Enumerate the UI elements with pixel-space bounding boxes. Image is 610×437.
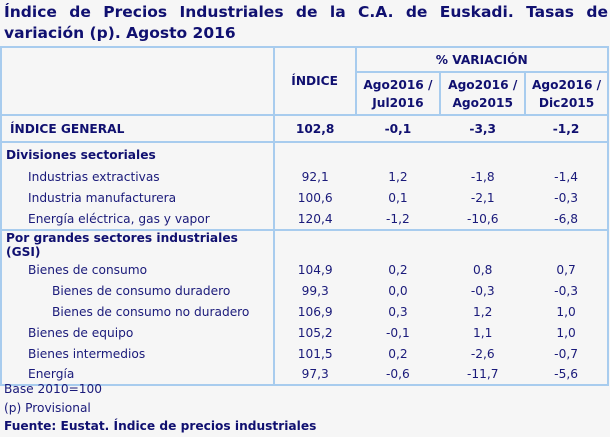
row-label: Bienes de consumo no duradero [0, 301, 274, 322]
row-v2: -3,3 [440, 115, 526, 143]
section-label: Divisiones sectoriales [0, 142, 274, 166]
row-v2: -2,1 [470, 190, 495, 205]
row-v1: -0,6 [355, 364, 441, 386]
row-v3: 0,7 [525, 259, 609, 280]
row-label: Industria manufacturera [0, 187, 274, 208]
header-indice: ÍNDICE [272, 46, 356, 116]
row-v2: -11,7 [440, 364, 526, 386]
row-v2: -0,3 [470, 283, 495, 298]
row-v3: -0,3 [525, 187, 609, 208]
row-v1: -1,2 [355, 208, 441, 231]
row-v3: 1,0 [525, 301, 609, 322]
row-v2: 1,2 [473, 304, 493, 319]
table-row: Industrias extractivas 92,1 1,2 -1,8 -1,… [0, 166, 609, 187]
row-label: Bienes de consumo [0, 259, 274, 280]
table-row: Energía 97,3 -0,6 -11,7 -5,6 [0, 364, 609, 386]
footnote-base: Base 2010=100 [4, 382, 103, 396]
row-v2: -1,8 [470, 169, 495, 184]
row-v3: -6,8 [525, 208, 609, 231]
row-v1: 0,3 [388, 304, 408, 319]
section-divisiones: Divisiones sectoriales [0, 142, 609, 166]
row-label: Bienes intermedios [0, 343, 274, 364]
table-row: Industria manufacturera 100,6 0,1 -2,1 -… [0, 187, 609, 208]
row-label: Bienes de consumo duradero [0, 280, 274, 301]
row-indice: 106,9 [272, 301, 356, 322]
table-row: Bienes de equipo 105,2 -0,1 1,1 1,0 [0, 322, 609, 343]
page-title: Índice de Precios Industriales de la C.A… [4, 3, 608, 42]
footnote-provisional: (p) Provisional [4, 401, 91, 415]
row-indice: 99,3 [272, 280, 356, 301]
row-v3: -5,6 [525, 364, 609, 386]
row-indice: 102,8 [272, 115, 356, 143]
row-label: ÍNDICE GENERAL [0, 115, 274, 143]
row-v3: -0,7 [525, 343, 609, 364]
row-indice: 104,9 [272, 259, 356, 280]
row-v1: -0,1 [386, 325, 410, 340]
row-v3: -1,2 [525, 115, 609, 143]
row-v1: 0,2 [388, 346, 408, 361]
row-indice: 101,5 [272, 343, 356, 364]
footnote-source: Fuente: Eustat. Índice de precios indust… [4, 419, 317, 433]
row-v2: -2,6 [470, 346, 495, 361]
table-row: Bienes de consumo duradero 99,3 0,0 -0,3… [0, 280, 609, 301]
header-col-ago2015: Ago2016 / Ago2015 [439, 71, 526, 116]
row-v2: -10,6 [440, 208, 526, 231]
table-row-general: ÍNDICE GENERAL 102,8 -0,1 -3,3 -1,2 [0, 115, 609, 143]
table-row: Bienes de consumo no duradero 106,9 0,3 … [0, 301, 609, 322]
row-indice: 100,6 [272, 187, 356, 208]
row-indice: 92,1 [272, 166, 356, 187]
table-row: Bienes de consumo 104,9 0,2 0,8 0,7 [0, 259, 609, 280]
section-gsi: Por grandes sectores industriales (GSI) [0, 230, 609, 259]
row-v1: 0,2 [388, 262, 408, 277]
row-v3: -0,3 [525, 280, 609, 301]
header-variacion: % VARIACIÓN [354, 46, 609, 72]
row-v1: 0,1 [388, 190, 408, 205]
ipi-table: ÍNDICE % VARIACIÓN Ago2016 / Jul2016 Ago… [0, 46, 609, 386]
row-v2: 1,1 [473, 325, 493, 340]
header-col-jul2016: Ago2016 / Jul2016 [354, 71, 441, 116]
row-v3: 1,0 [525, 322, 609, 343]
row-label: Energía [0, 364, 274, 386]
header-empty-cell [0, 46, 274, 116]
table-row: Energía eléctrica, gas y vapor 120,4 -1,… [0, 208, 609, 231]
row-v2: 0,8 [473, 262, 493, 277]
row-v1: -0,1 [355, 115, 441, 143]
row-indice: 97,3 [272, 364, 356, 386]
row-indice: 105,2 [272, 322, 356, 343]
header-col-dic2015: Ago2016 / Dic2015 [524, 71, 609, 116]
row-label: Bienes de equipo [0, 322, 274, 343]
row-indice: 120,4 [272, 208, 356, 231]
row-label: Industrias extractivas [0, 166, 274, 187]
row-v1: 0,0 [388, 283, 408, 298]
row-v1: 1,2 [388, 169, 408, 184]
row-v3: -1,4 [525, 166, 609, 187]
section-label: Por grandes sectores industriales (GSI) [0, 230, 274, 259]
row-label: Energía eléctrica, gas y vapor [0, 208, 274, 231]
table-row: Bienes intermedios 101,5 0,2 -2,6 -0,7 [0, 343, 609, 364]
